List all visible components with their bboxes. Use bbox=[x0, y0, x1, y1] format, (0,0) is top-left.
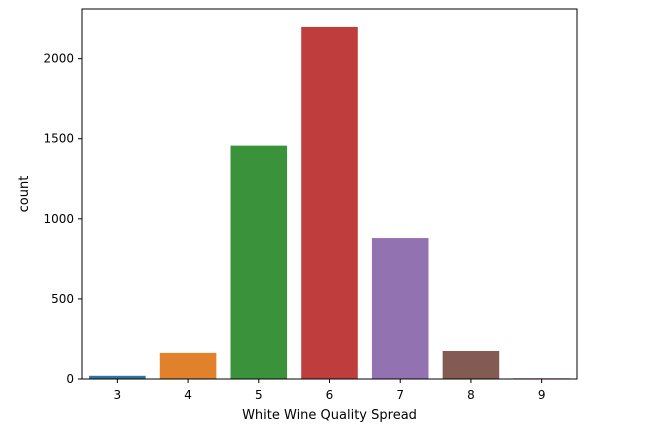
y-tick-label-1500: 1500 bbox=[43, 132, 74, 146]
x-tick-label-4: 4 bbox=[184, 388, 192, 402]
x-tick-label-9: 9 bbox=[538, 388, 546, 402]
x-axis: 3 4 5 6 7 8 9 bbox=[114, 379, 546, 402]
bar-4 bbox=[159, 352, 217, 379]
y-axis-label: count bbox=[17, 176, 32, 213]
x-tick-label-6: 6 bbox=[326, 388, 334, 402]
x-tick-label-8: 8 bbox=[467, 388, 475, 402]
bars-group bbox=[89, 26, 570, 380]
y-tick-label-0: 0 bbox=[66, 372, 74, 386]
x-tick-label-5: 5 bbox=[255, 388, 263, 402]
y-tick-label-2000: 2000 bbox=[43, 52, 74, 66]
bar-5 bbox=[230, 145, 288, 379]
bar-7 bbox=[371, 238, 429, 379]
plot-frame bbox=[81, 8, 578, 380]
x-tick-label-7: 7 bbox=[396, 388, 404, 402]
y-tick-label-1000: 1000 bbox=[43, 212, 74, 226]
x-tick-label-3: 3 bbox=[114, 388, 122, 402]
bar-3 bbox=[89, 375, 146, 379]
bar-8 bbox=[442, 350, 500, 379]
y-tick-label-500: 500 bbox=[51, 292, 74, 306]
x-axis-label: White Wine Quality Spread bbox=[242, 408, 417, 423]
y-axis: 0 500 1000 1500 2000 bbox=[43, 52, 82, 386]
bar-6 bbox=[301, 26, 358, 380]
